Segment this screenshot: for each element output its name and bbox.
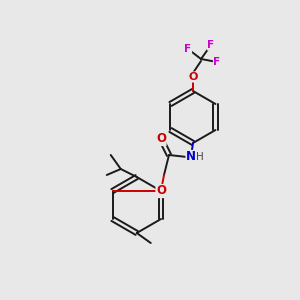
Text: F: F — [213, 57, 220, 67]
Text: O: O — [156, 184, 166, 197]
Text: H: H — [196, 152, 204, 162]
Text: O: O — [188, 72, 198, 82]
Text: F: F — [184, 44, 192, 54]
Text: N: N — [186, 151, 196, 164]
Text: F: F — [207, 40, 214, 50]
Text: O: O — [156, 133, 166, 146]
